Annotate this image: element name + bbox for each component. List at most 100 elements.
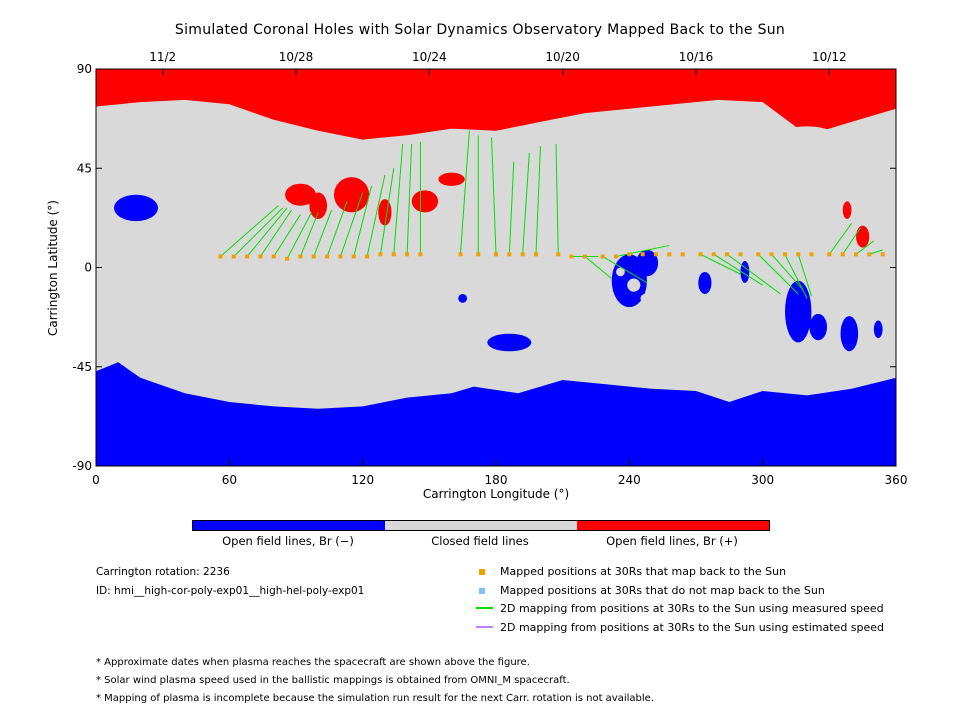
mapped-point (614, 254, 618, 259)
x-tick-label: 0 (92, 473, 100, 487)
top-date-label: 10/12 (812, 50, 847, 64)
legend-measured: 2D mapping from positions at 30Rs to the… (500, 602, 884, 615)
mapped-point (338, 254, 343, 259)
mapped-point (507, 252, 512, 257)
mapped-point (569, 254, 574, 259)
mapped-point (880, 252, 885, 257)
mapping-line (299, 212, 319, 257)
positive-open-patch (309, 192, 328, 219)
y-tick-label: 0 (84, 261, 92, 275)
note-speed-source: * Solar wind plasma speed used in the ba… (96, 675, 570, 686)
closed-field-island (273, 133, 310, 173)
negative-open-patch (873, 320, 883, 339)
legend-not-mapped: Mapped positions at 30Rs that do not map… (500, 584, 825, 597)
mapping-line (842, 227, 861, 255)
mapping-line (757, 253, 799, 295)
mapped-point (520, 252, 525, 257)
mapped-point (600, 254, 605, 259)
mapped-point (365, 254, 370, 259)
mapped-point (582, 254, 587, 259)
mapped-point (476, 252, 481, 257)
x-tick-label: 180 (485, 473, 508, 487)
top-date-label: 11/2 (149, 50, 176, 64)
mapped-point (391, 252, 396, 257)
mapping-line (246, 207, 288, 257)
mapped-point (680, 252, 685, 257)
negative-open-patch (809, 313, 828, 341)
closed-field-island (640, 293, 650, 303)
mapped-point (854, 252, 858, 257)
colorbar (192, 520, 770, 531)
top-date-label: 10/20 (545, 50, 580, 64)
mapped-point (325, 254, 330, 259)
mapped-point (534, 252, 538, 257)
closed-field-island (616, 267, 625, 277)
positive-open-patch (411, 190, 439, 213)
negative-open-patch (487, 333, 532, 352)
colorbar-positive (577, 521, 769, 530)
north-polar-cap-positive (96, 69, 896, 140)
mapping-line (508, 161, 515, 255)
mapped-point (756, 252, 761, 257)
mapping-line (602, 256, 648, 284)
run-id: ID: hmi__high-cor-poly-exp01__high-hel-p… (96, 585, 365, 597)
colorbar-closed (385, 521, 577, 530)
mapped-point (867, 252, 872, 257)
mapped-point (311, 254, 316, 259)
mapping-line (366, 174, 386, 257)
mapping-line (584, 256, 612, 279)
mapped-point (298, 254, 303, 259)
mapping-line (700, 253, 741, 275)
mapped-point (698, 252, 703, 257)
mapping-line (313, 209, 333, 257)
mapped-point (654, 252, 658, 257)
top-date-label: 10/28 (279, 50, 314, 64)
colorbar-negative (193, 521, 385, 530)
mapping-line (339, 192, 364, 257)
closed-field-island (758, 126, 856, 189)
mapping-line (615, 244, 670, 257)
south-polar-cap-negative (96, 362, 896, 466)
mapped-point (782, 252, 787, 257)
legend-mapped-back: Mapped positions at 30Rs that map back t… (500, 565, 787, 578)
mapped-point (378, 252, 383, 257)
chart-title: Simulated Coronal Holes with Solar Dynam… (174, 22, 786, 38)
mapping-line (784, 254, 808, 299)
mapped-point (231, 254, 236, 259)
mapped-point (738, 252, 743, 257)
closed-field-island (516, 137, 547, 191)
mapped-point (285, 256, 290, 261)
mapping-line (771, 253, 804, 290)
positive-open-patch (333, 177, 370, 213)
mapping-line (326, 201, 348, 257)
x-tick-label: 240 (618, 473, 641, 487)
axes: 0 60 120 180 240 300 360 90 45 0 -45 -90 11/2 10/28 10… (72, 50, 907, 487)
x-tick-label: 60 (222, 473, 237, 487)
x-tick-label: 120 (351, 473, 374, 487)
negative-open-patch (840, 316, 859, 352)
mapped-point (418, 252, 423, 257)
closed-field-island (396, 152, 419, 175)
polar-caps (96, 69, 896, 466)
mapping-line (713, 253, 763, 286)
note-dates: * Approximate dates when plasma reaches … (96, 657, 530, 668)
negative-open-patch (636, 249, 659, 277)
closed-field-island (616, 110, 643, 133)
closed-field-island (840, 119, 885, 173)
mapping-line (353, 185, 373, 257)
mapping-line (220, 205, 279, 257)
mapped-point (405, 252, 410, 257)
legend-estimated: 2D mapping from positions at 30Rs to the… (500, 621, 885, 634)
negative-open-patch (458, 293, 468, 303)
mapping-line (286, 212, 312, 259)
mapped-point (725, 252, 730, 257)
mapped-point (245, 254, 250, 259)
mapped-point (827, 252, 832, 257)
top-date-label: 10/24 (412, 50, 447, 64)
colorbar-label-closed: Closed field lines (431, 534, 529, 548)
colorbar-label-positive: Open field lines, Br (+) (606, 534, 738, 548)
x-tick-label: 300 (751, 473, 774, 487)
mapping-line (726, 253, 781, 295)
positive-open-patch (842, 201, 852, 219)
mapping-line (555, 143, 559, 255)
